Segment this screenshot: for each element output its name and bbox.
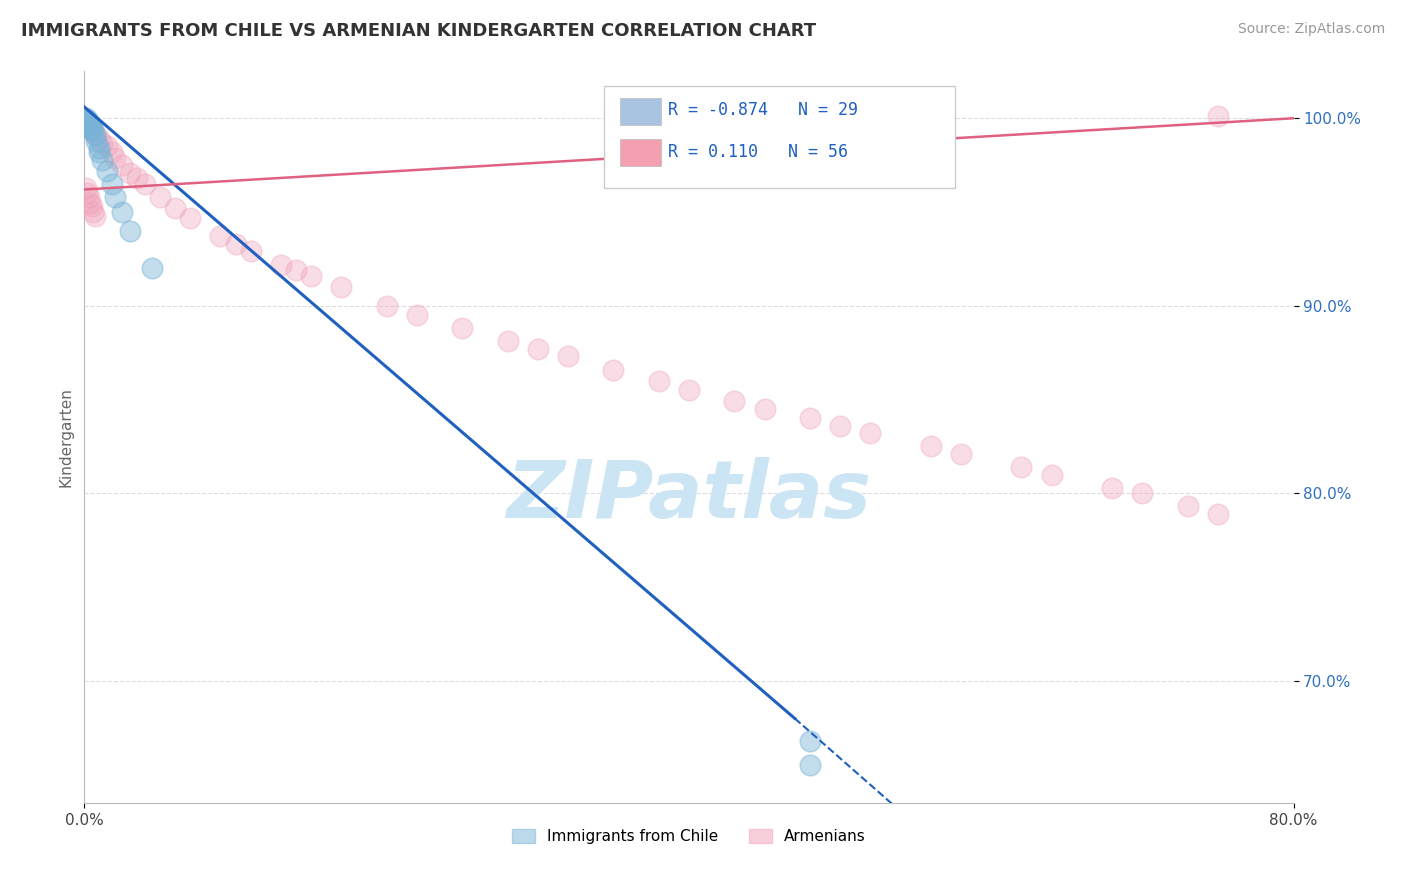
Point: [799, 411, 821, 425]
FancyBboxPatch shape: [620, 139, 661, 167]
Point: [678, 383, 700, 397]
Point: [451, 321, 474, 335]
Point: [77, 119, 100, 133]
Point: [77, 117, 100, 131]
Point: [859, 426, 882, 441]
Point: [330, 280, 353, 294]
Point: [1177, 500, 1199, 514]
Point: [165, 201, 187, 215]
Point: [80, 199, 103, 213]
Point: [285, 263, 308, 277]
Text: IMMIGRANTS FROM CHILE VS ARMENIAN KINDERGARTEN CORRELATION CHART: IMMIGRANTS FROM CHILE VS ARMENIAN KINDER…: [21, 22, 817, 40]
Point: [75, 113, 97, 128]
Point: [799, 734, 821, 748]
FancyBboxPatch shape: [620, 98, 661, 125]
Point: [100, 177, 122, 191]
Point: [723, 394, 745, 409]
Point: [830, 418, 852, 433]
Point: [86, 128, 108, 142]
Point: [76, 115, 98, 129]
Point: [179, 211, 201, 225]
Point: [1040, 467, 1063, 482]
Legend: Immigrants from Chile, Armenians: Immigrants from Chile, Armenians: [506, 822, 872, 850]
Point: [79, 195, 101, 210]
Point: [648, 374, 671, 388]
Point: [96, 139, 118, 153]
Point: [104, 190, 127, 204]
Text: Source: ZipAtlas.com: Source: ZipAtlas.com: [1237, 22, 1385, 37]
Point: [111, 205, 134, 219]
Point: [118, 224, 141, 238]
FancyBboxPatch shape: [605, 86, 955, 188]
Point: [79, 120, 101, 135]
Point: [602, 362, 624, 376]
Point: [127, 171, 149, 186]
Y-axis label: Kindergarten: Kindergarten: [58, 387, 73, 487]
Point: [75, 115, 97, 129]
Point: [75, 115, 97, 129]
Point: [76, 117, 98, 131]
Point: [91, 153, 114, 167]
Point: [134, 177, 156, 191]
Point: [96, 163, 118, 178]
Point: [91, 136, 114, 150]
Point: [77, 115, 100, 129]
Point: [77, 190, 100, 204]
Point: [89, 145, 111, 159]
Text: ZIPatlas: ZIPatlas: [506, 457, 872, 534]
Point: [76, 186, 98, 201]
Point: [557, 350, 579, 364]
Point: [118, 166, 141, 180]
Point: [496, 334, 519, 349]
Text: R = -0.874   N = 29: R = -0.874 N = 29: [668, 101, 859, 120]
Point: [527, 342, 550, 356]
Point: [950, 447, 973, 461]
Point: [76, 119, 98, 133]
Point: [1130, 486, 1153, 500]
Point: [84, 209, 107, 223]
Point: [1206, 507, 1229, 521]
Point: [141, 261, 163, 276]
Point: [149, 190, 172, 204]
Text: R = 0.110   N = 56: R = 0.110 N = 56: [668, 143, 848, 161]
Point: [80, 120, 103, 135]
Point: [89, 132, 111, 146]
Point: [209, 229, 232, 244]
Point: [406, 308, 429, 322]
Point: [84, 128, 107, 142]
Point: [100, 145, 122, 159]
Point: [1101, 481, 1123, 495]
Point: [75, 180, 97, 194]
Point: [89, 141, 111, 155]
Point: [82, 205, 104, 219]
Point: [82, 124, 104, 138]
Point: [80, 122, 103, 136]
Point: [76, 117, 98, 131]
Point: [225, 236, 247, 251]
Point: [79, 120, 101, 135]
Point: [799, 758, 821, 772]
Point: [239, 244, 262, 259]
Point: [82, 124, 104, 138]
Point: [299, 268, 322, 283]
Point: [1206, 109, 1229, 123]
Point: [375, 299, 398, 313]
Point: [920, 440, 942, 454]
Point: [86, 134, 108, 148]
Point: [111, 158, 134, 172]
Point: [75, 112, 97, 126]
Point: [76, 113, 98, 128]
Point: [80, 122, 103, 136]
Point: [77, 119, 100, 133]
Point: [75, 113, 97, 128]
Point: [754, 401, 776, 416]
Point: [270, 258, 292, 272]
Point: [1011, 460, 1033, 475]
Point: [79, 119, 101, 133]
Point: [104, 151, 127, 165]
